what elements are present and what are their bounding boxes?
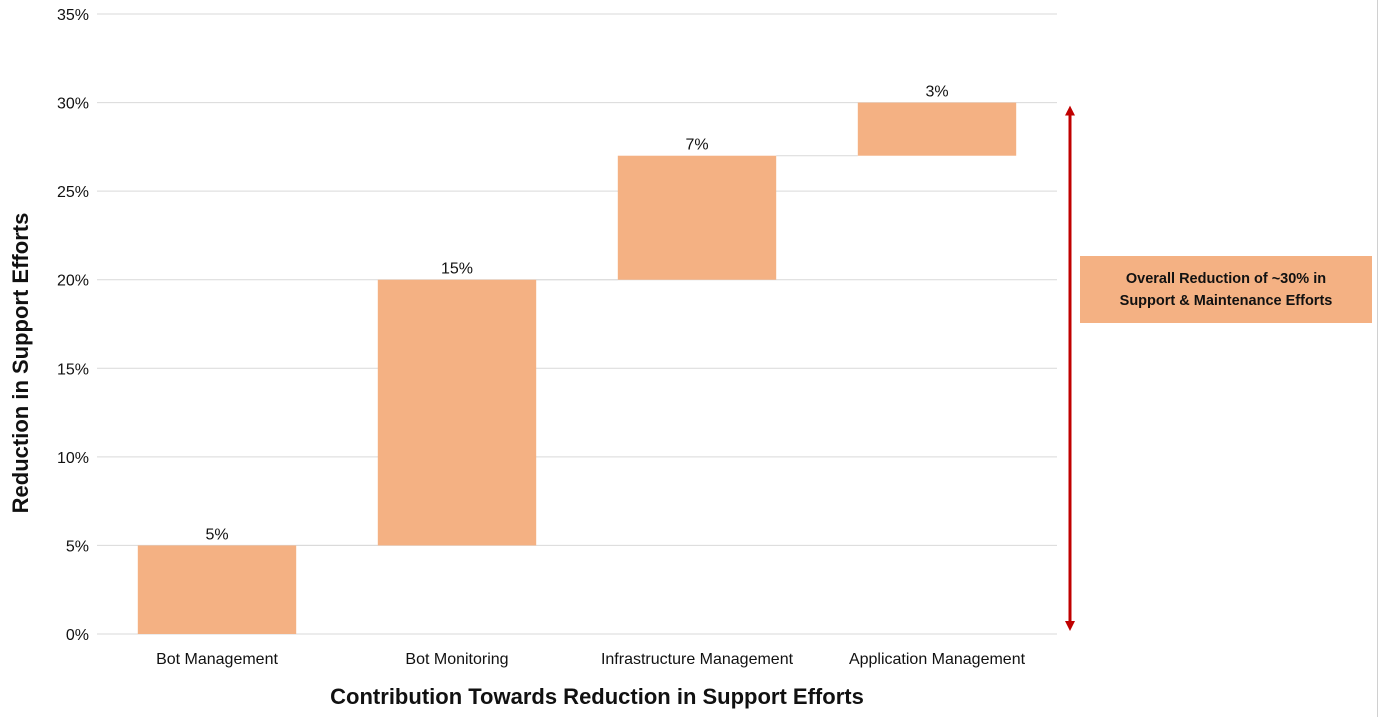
x-tick-label: Bot Management (156, 651, 278, 668)
y-axis-ticks: 0% 5% 10% 15% 20% 25% 30% 35% (57, 7, 89, 644)
y-tick-label: 0% (66, 627, 89, 644)
y-tick-label: 5% (66, 538, 89, 555)
y-tick-label: 20% (57, 273, 89, 290)
data-label: 5% (205, 526, 228, 543)
data-label: 15% (441, 261, 473, 278)
bar-bot-management (137, 545, 297, 634)
x-axis-ticks: Bot Management Bot Monitoring Infrastructu… (156, 651, 1026, 668)
bar-bot-monitoring (377, 279, 537, 546)
connectors (296, 155, 858, 546)
overall-reduction-callout: Overall Reduction of ~30% in Support & M… (1080, 256, 1372, 323)
bar-application-management (857, 102, 1017, 156)
y-axis-title: Reduction in Support Efforts (8, 213, 33, 514)
x-tick-label: Application Management (849, 651, 1026, 668)
y-tick-label: 15% (57, 361, 89, 378)
x-tick-label: Infrastructure Management (601, 651, 794, 668)
x-tick-label: Bot Monitoring (405, 651, 508, 668)
y-tick-label: 10% (57, 450, 89, 467)
callout-line-2: Support & Maintenance Efforts (1119, 292, 1333, 309)
data-label: 3% (925, 84, 948, 101)
right-border (1377, 0, 1378, 717)
data-labels: 5% 15% 7% 3% (205, 84, 948, 544)
callout-line-1: Overall Reduction of ~30% in (1125, 270, 1327, 287)
x-axis-title: Contribution Towards Reduction in Suppor… (330, 684, 864, 709)
bar-infrastructure-management (617, 155, 777, 280)
data-label: 7% (685, 137, 708, 154)
y-tick-label: 30% (57, 96, 89, 113)
y-tick-label: 35% (57, 7, 89, 24)
bars (137, 102, 1017, 634)
y-tick-label: 25% (57, 184, 89, 201)
